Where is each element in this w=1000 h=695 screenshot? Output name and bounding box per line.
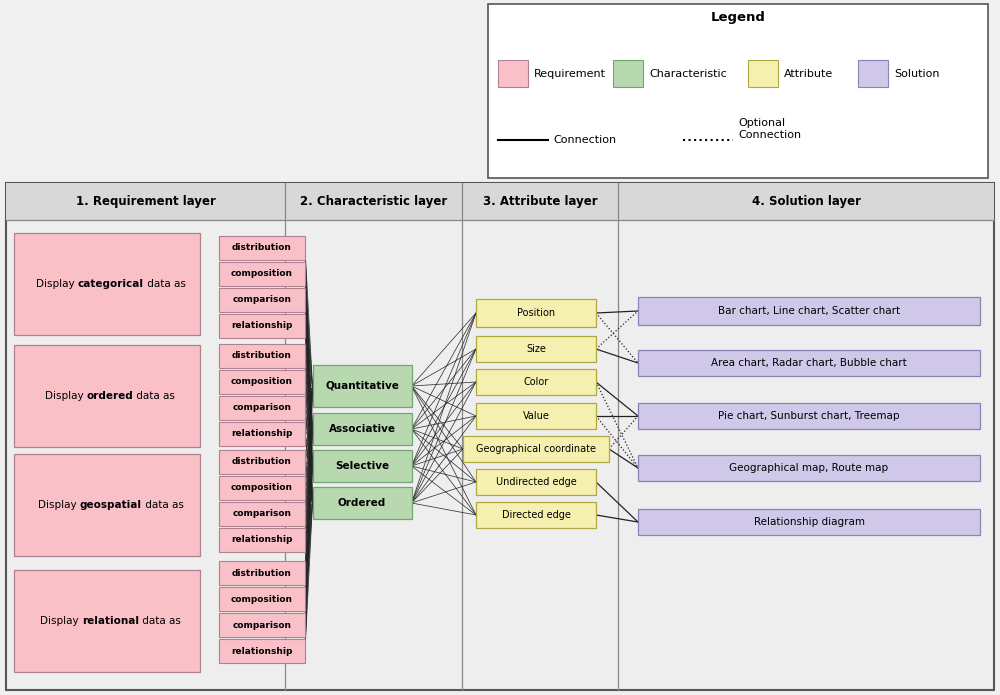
Text: 1. Requirement layer: 1. Requirement layer (76, 195, 215, 208)
Text: Requirement: Requirement (534, 69, 606, 79)
FancyBboxPatch shape (476, 469, 596, 495)
Text: Value: Value (523, 411, 549, 421)
Text: Connection: Connection (553, 135, 616, 145)
FancyBboxPatch shape (638, 350, 980, 376)
FancyBboxPatch shape (312, 365, 412, 407)
FancyBboxPatch shape (312, 450, 412, 482)
Text: composition: composition (231, 594, 293, 603)
Text: distribution: distribution (232, 569, 292, 578)
FancyBboxPatch shape (219, 502, 305, 526)
Text: data as: data as (139, 616, 181, 626)
FancyBboxPatch shape (498, 60, 528, 87)
Text: Size: Size (526, 344, 546, 354)
FancyBboxPatch shape (219, 236, 305, 260)
FancyBboxPatch shape (219, 288, 305, 312)
FancyBboxPatch shape (219, 450, 305, 474)
Text: Pie chart, Sunburst chart, Treemap: Pie chart, Sunburst chart, Treemap (718, 411, 900, 421)
Text: Optional
Connection: Optional Connection (738, 118, 801, 140)
Text: comparison: comparison (232, 509, 292, 518)
FancyBboxPatch shape (14, 233, 200, 335)
Text: relationship: relationship (231, 536, 293, 544)
Text: Position: Position (517, 308, 555, 318)
FancyBboxPatch shape (219, 613, 305, 637)
Text: Geographical map, Route map: Geographical map, Route map (729, 463, 889, 473)
Text: data as: data as (133, 391, 175, 401)
FancyBboxPatch shape (219, 561, 305, 585)
Text: distribution: distribution (232, 352, 292, 361)
Text: comparison: comparison (232, 404, 292, 413)
Text: relationship: relationship (231, 322, 293, 331)
FancyBboxPatch shape (476, 336, 596, 362)
FancyBboxPatch shape (476, 403, 596, 429)
FancyBboxPatch shape (14, 570, 200, 672)
FancyBboxPatch shape (312, 413, 412, 445)
FancyBboxPatch shape (6, 183, 994, 690)
FancyBboxPatch shape (219, 476, 305, 500)
Text: Area chart, Radar chart, Bubble chart: Area chart, Radar chart, Bubble chart (711, 358, 907, 368)
FancyBboxPatch shape (219, 528, 305, 552)
Text: relationship: relationship (231, 430, 293, 439)
FancyBboxPatch shape (14, 454, 200, 556)
Text: Quantitative: Quantitative (325, 381, 399, 391)
Text: Characteristic: Characteristic (649, 69, 727, 79)
Text: Display: Display (45, 391, 87, 401)
FancyBboxPatch shape (219, 314, 305, 338)
Text: Color: Color (523, 377, 549, 387)
FancyBboxPatch shape (476, 299, 596, 327)
Text: Solution: Solution (894, 69, 940, 79)
FancyBboxPatch shape (748, 60, 778, 87)
FancyBboxPatch shape (476, 369, 596, 395)
Text: composition: composition (231, 484, 293, 493)
FancyBboxPatch shape (219, 344, 305, 368)
Text: composition: composition (231, 270, 293, 279)
Text: relational: relational (82, 616, 139, 626)
FancyBboxPatch shape (858, 60, 888, 87)
Text: ordered: ordered (87, 391, 133, 401)
Text: Relationship diagram: Relationship diagram (754, 517, 864, 527)
FancyBboxPatch shape (219, 370, 305, 394)
Text: categorical: categorical (78, 279, 144, 289)
Text: data as: data as (144, 279, 186, 289)
FancyBboxPatch shape (638, 403, 980, 429)
FancyBboxPatch shape (638, 509, 980, 535)
FancyBboxPatch shape (638, 297, 980, 325)
Text: Ordered: Ordered (338, 498, 386, 508)
FancyBboxPatch shape (488, 4, 988, 178)
Text: Undirected edge: Undirected edge (496, 477, 576, 487)
Text: 3. Attribute layer: 3. Attribute layer (483, 195, 597, 208)
FancyBboxPatch shape (463, 436, 609, 462)
Text: Bar chart, Line chart, Scatter chart: Bar chart, Line chart, Scatter chart (718, 306, 900, 316)
Text: Selective: Selective (335, 461, 389, 471)
FancyBboxPatch shape (6, 183, 994, 220)
Text: Attribute: Attribute (784, 69, 833, 79)
Text: relationship: relationship (231, 646, 293, 655)
Text: Geographical coordinate: Geographical coordinate (476, 444, 596, 454)
Text: distribution: distribution (232, 457, 292, 466)
FancyBboxPatch shape (613, 60, 643, 87)
Text: Associative: Associative (328, 424, 396, 434)
Text: Display: Display (40, 616, 82, 626)
Text: Display: Display (38, 500, 80, 510)
FancyBboxPatch shape (219, 587, 305, 611)
Text: composition: composition (231, 377, 293, 386)
Text: distribution: distribution (232, 243, 292, 252)
Text: data as: data as (142, 500, 184, 510)
Text: comparison: comparison (232, 295, 292, 304)
FancyBboxPatch shape (219, 639, 305, 663)
FancyBboxPatch shape (219, 422, 305, 446)
FancyBboxPatch shape (219, 396, 305, 420)
Text: Display: Display (36, 279, 78, 289)
Text: geospatial: geospatial (80, 500, 142, 510)
FancyBboxPatch shape (219, 262, 305, 286)
FancyBboxPatch shape (476, 502, 596, 528)
Text: comparison: comparison (232, 621, 292, 630)
FancyBboxPatch shape (638, 455, 980, 481)
Text: Directed edge: Directed edge (502, 510, 570, 520)
Text: 4. Solution layer: 4. Solution layer (752, 195, 860, 208)
Text: Legend: Legend (711, 11, 765, 24)
Text: 2. Characteristic layer: 2. Characteristic layer (300, 195, 447, 208)
FancyBboxPatch shape (14, 345, 200, 447)
FancyBboxPatch shape (312, 487, 412, 519)
